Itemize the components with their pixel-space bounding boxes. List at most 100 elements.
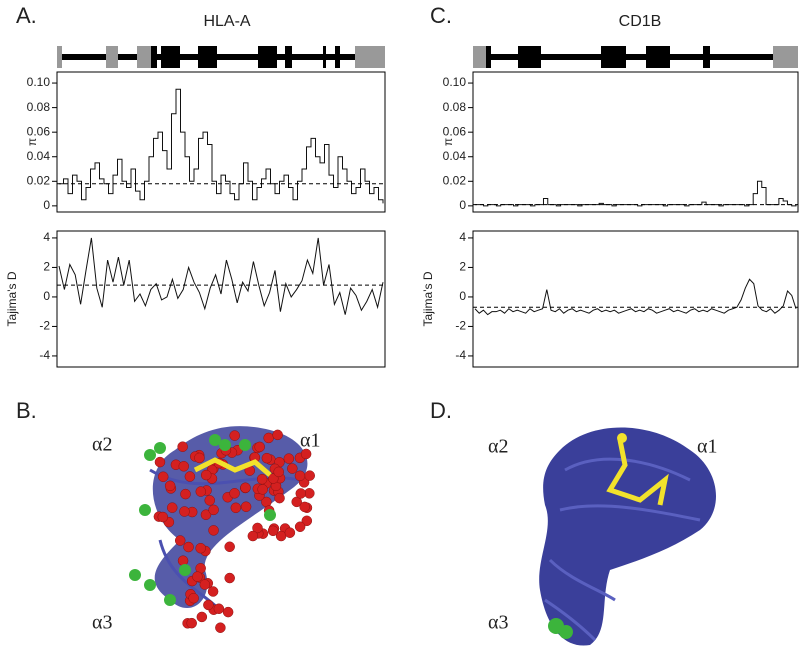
utr (137, 46, 151, 68)
panel-label: C. (430, 3, 452, 28)
y-tick-label: 0 (459, 198, 466, 212)
exon (335, 46, 340, 68)
atom-sphere (229, 488, 240, 499)
y-tick-label: 0 (43, 289, 50, 303)
atom-sphere (204, 495, 215, 506)
atom-sphere (179, 564, 191, 576)
plot-frame (472, 71, 799, 213)
atom-sphere (183, 541, 194, 553)
gene-structure (57, 46, 385, 68)
atom-sphere (144, 449, 156, 461)
atom-sphere (283, 453, 295, 464)
atom-sphere (261, 452, 273, 464)
atom-sphere (129, 569, 141, 581)
atom-sphere (240, 501, 252, 512)
atom-sphere (195, 486, 207, 497)
atom-sphere (209, 434, 221, 446)
atom-sphere (139, 504, 151, 516)
panel-label: A. (16, 3, 37, 28)
protein-structure (129, 426, 315, 633)
atom-sphere (215, 622, 226, 633)
plot-frame (472, 230, 799, 368)
ligand (617, 433, 627, 443)
exon (258, 46, 277, 68)
data-line (474, 278, 797, 316)
atom-sphere (222, 606, 234, 618)
atom-sphere (254, 441, 265, 453)
atom-sphere (177, 441, 188, 452)
y-axis-label: π (441, 138, 455, 146)
atom-sphere (207, 586, 219, 597)
exon (601, 46, 626, 68)
domain-label: α1 (697, 436, 717, 458)
atom-sphere (299, 501, 310, 513)
data-line (475, 180, 797, 207)
exon (323, 46, 326, 68)
exon (703, 46, 710, 68)
ribbon (539, 427, 717, 646)
protein-structure (539, 427, 717, 646)
atom-sphere (144, 579, 156, 591)
utr (773, 46, 798, 68)
atom-sphere (213, 603, 225, 615)
atom-sphere (256, 473, 268, 485)
atom-sphere (178, 461, 190, 472)
atom-sphere (247, 530, 259, 542)
atom-sphere (164, 594, 176, 606)
atom-sphere (199, 579, 211, 590)
atom-sphere (559, 625, 573, 639)
ligand (606, 439, 669, 506)
atom-sphere (200, 509, 212, 520)
y-axis-label: π (25, 138, 39, 146)
atom-sphere (291, 496, 302, 508)
atom-sphere (240, 482, 251, 493)
y-tick-label: 0.02 (443, 173, 467, 187)
y-tick-label: 0.06 (27, 124, 51, 138)
y-tick-label: 4 (459, 230, 466, 244)
atom-sphere (208, 504, 219, 516)
atom-sphere (174, 535, 186, 546)
atom-sphere (194, 452, 205, 464)
y-tick-label: 2 (459, 260, 466, 274)
panel-title: HLA-A (203, 13, 250, 30)
atom-sphere (239, 439, 251, 451)
atom-sphere (252, 522, 263, 534)
atom-sphere (200, 469, 212, 481)
y-tick-label: 0 (459, 289, 466, 303)
exon (151, 46, 157, 68)
domain-label: α3 (488, 612, 508, 634)
atom-sphere (304, 470, 315, 481)
atom-sphere (192, 571, 203, 582)
atom-sphere (294, 470, 306, 482)
exon (198, 46, 217, 68)
exon (285, 46, 292, 68)
exon (486, 46, 491, 68)
atom-sphere (186, 617, 197, 629)
atom-sphere (195, 542, 206, 554)
atom-sphere (257, 484, 268, 495)
atom-sphere (157, 471, 169, 482)
y-tick-label: 0.04 (27, 149, 51, 163)
utr (473, 46, 486, 68)
atom-sphere (184, 471, 196, 482)
utr (106, 46, 118, 68)
exon (518, 46, 541, 68)
y-tick-label: 0 (43, 198, 50, 212)
atom-sphere (301, 515, 313, 527)
y-tick-label: -4 (39, 348, 50, 362)
ligand (193, 457, 272, 477)
y-tick-label: 0.06 (443, 124, 467, 138)
atom-sphere (273, 466, 284, 478)
domain-label: α3 (92, 612, 112, 634)
atom-sphere (229, 430, 240, 441)
y-tick-label: -2 (455, 319, 466, 333)
y-tick-label: 2 (43, 260, 50, 274)
panel-label: D. (430, 398, 452, 423)
y-tick-label: 0.08 (27, 100, 51, 114)
atom-sphere (274, 492, 285, 504)
atom-sphere (294, 521, 306, 533)
atom-sphere (196, 611, 208, 623)
y-tick-label: 0.04 (443, 149, 467, 163)
data-line (58, 237, 384, 315)
